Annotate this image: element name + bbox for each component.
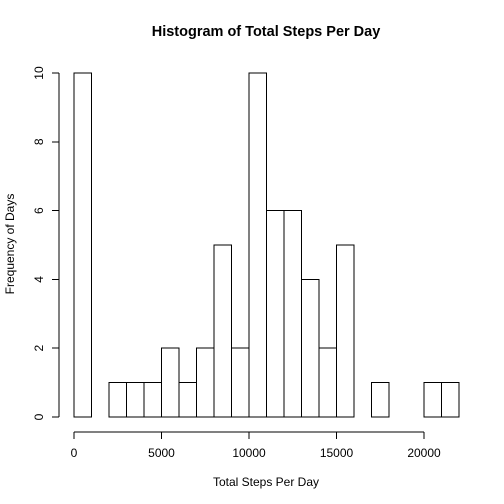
histogram-bar [283, 210, 302, 418]
histogram-bar [248, 72, 267, 418]
histogram-bar [108, 382, 127, 418]
x-axis-label: Total Steps Per Day [213, 475, 319, 489]
histogram-bar [336, 244, 355, 418]
histogram-bar [178, 382, 197, 418]
histogram-bar [161, 347, 180, 418]
histogram-bar [423, 382, 442, 418]
y-tick-label: 4 [32, 276, 46, 283]
y-tick-label: 8 [32, 138, 46, 145]
y-tick-label: 2 [32, 345, 46, 352]
histogram-bar [266, 210, 285, 418]
histogram-bar [213, 244, 232, 418]
histogram-bar [441, 382, 460, 418]
y-axis-label: Frequency of Days [3, 194, 17, 295]
histogram-bar [73, 72, 92, 418]
y-tick-label: 10 [32, 66, 46, 80]
histogram-bar [126, 382, 145, 418]
bars-group [73, 72, 460, 418]
x-tick-label: 15000 [320, 446, 354, 460]
y-tick-label: 0 [32, 413, 46, 420]
histogram-bar [318, 347, 337, 418]
histogram-bar [143, 382, 162, 418]
x-axis: 0 5000 10000 15000 20000 [71, 431, 441, 460]
histogram-bar [301, 278, 320, 418]
x-tick-label: 10000 [232, 446, 266, 460]
histogram-bar [196, 347, 215, 418]
y-tick-label: 6 [32, 207, 46, 214]
x-tick-label: 20000 [407, 446, 441, 460]
chart-title: Histogram of Total Steps Per Day [152, 24, 381, 40]
y-axis: 0 2 4 6 8 10 [32, 66, 60, 420]
x-tick-label: 0 [71, 446, 78, 460]
histogram-bar [231, 347, 250, 418]
histogram-bar [371, 382, 390, 418]
x-tick-label: 5000 [148, 446, 175, 460]
